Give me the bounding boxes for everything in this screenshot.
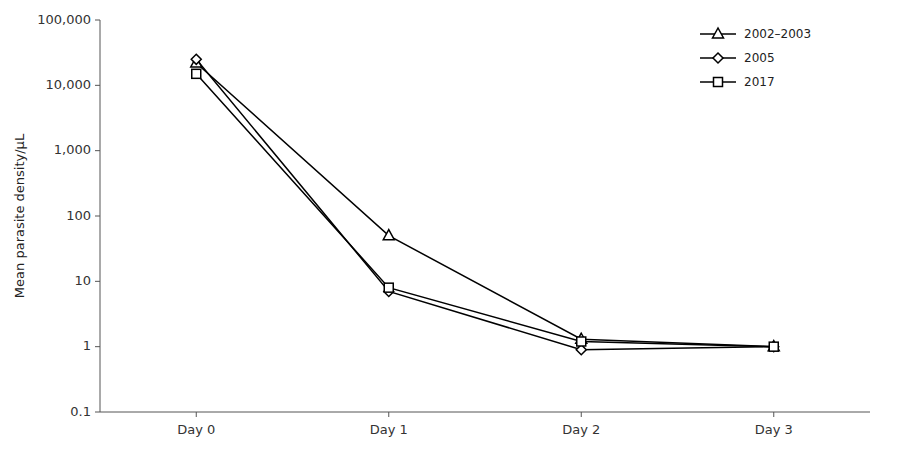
point: [383, 230, 394, 240]
x-tick: [388, 412, 389, 417]
plot-area: [191, 54, 780, 354]
point: [384, 283, 393, 292]
chart: 0.1 1 10 100 1,000 10,000 100,000 Day 0 Day 1 Day…: [0, 0, 900, 468]
legend-label: 2017: [744, 75, 775, 89]
legend: 2002–2003 2005 2017: [700, 27, 811, 89]
x-tick: [196, 412, 197, 417]
point: [191, 54, 201, 64]
x-tick-label: Day 1: [370, 422, 408, 437]
y-tick-label: 100: [66, 208, 91, 223]
x-tick: [773, 412, 774, 417]
legend-marker: [714, 78, 723, 87]
line: [196, 74, 774, 347]
x-tick-label: Day 0: [177, 422, 215, 437]
y-tick: [95, 412, 100, 413]
legend-label: 2002–2003: [744, 27, 811, 41]
x-axis-line: [100, 412, 870, 413]
line: [196, 63, 774, 347]
y-axis-label: Mean parasite density/μL: [12, 133, 27, 298]
point: [577, 337, 586, 346]
axes: 0.1 1 10 100 1,000 10,000 100,000 Day 0 Day 1 Day…: [37, 12, 870, 438]
y-axis-line: [100, 20, 101, 412]
legend-marker: [713, 28, 724, 38]
y-tick-label: 0.1: [70, 404, 91, 419]
y-tick: [95, 85, 100, 86]
y-tick: [95, 20, 100, 21]
y-tick: [95, 346, 100, 347]
y-tick-label: 100,000: [37, 12, 91, 27]
point: [768, 341, 779, 351]
y-tick: [95, 216, 100, 217]
point: [192, 69, 201, 78]
series: [191, 54, 779, 354]
y-tick: [95, 150, 100, 151]
line: [196, 59, 774, 349]
y-tick-label: 1,000: [54, 142, 91, 157]
y-tick-label: 1: [83, 338, 91, 353]
point: [769, 342, 778, 351]
x-tick-label: Day 2: [562, 422, 600, 437]
legend-label: 2005: [744, 51, 775, 65]
series: [192, 69, 779, 351]
legend-marker: [713, 53, 723, 63]
y-tick-label: 10,000: [46, 77, 92, 92]
x-tick-label: Day 3: [755, 422, 793, 437]
x-tick: [581, 412, 582, 417]
series: [191, 57, 780, 351]
y-tick: [95, 281, 100, 282]
point: [769, 342, 779, 352]
y-tick-label: 10: [74, 273, 91, 288]
